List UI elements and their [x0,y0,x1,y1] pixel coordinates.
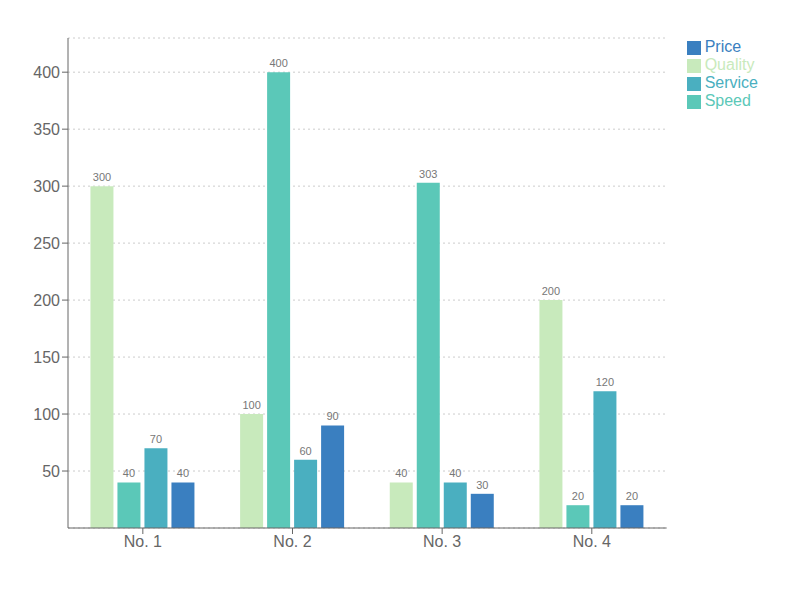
html-text:Quality: Quality [704,56,755,73]
html-text:Speed: Speed [704,92,751,109]
svg-text:303: 303 [419,168,437,180]
svg-text:200: 200 [33,292,60,309]
svg-text:120: 120 [596,376,614,388]
svg-text:400: 400 [269,57,287,69]
svg-text:70: 70 [150,433,162,445]
svg-text:100: 100 [33,406,60,423]
svg-text:200: 200 [542,285,560,297]
svg-text:60: 60 [299,445,311,457]
svg-text:250: 250 [33,235,60,252]
svg-text:300: 300 [33,178,60,195]
svg-text:100: 100 [242,399,260,411]
svg-text:150: 150 [33,349,60,366]
svg-text:40: 40 [395,467,407,479]
svg-text:20: 20 [572,490,584,502]
svg-text:No. 1: No. 1 [124,533,162,550]
svg-text:40: 40 [449,467,461,479]
svg-text:No. 2: No. 2 [273,533,311,550]
svg-text:40: 40 [177,467,189,479]
svg-text:400: 400 [33,64,60,81]
svg-text:No. 3: No. 3 [423,533,461,550]
svg-text:No. 4: No. 4 [573,533,611,550]
svg-text:300: 300 [93,171,111,183]
svg-text:90: 90 [326,410,338,422]
svg-text:50: 50 [42,463,60,480]
html-text:Service: Service [704,74,758,91]
svg-text:30: 30 [476,479,488,491]
svg-text:20: 20 [626,490,638,502]
svg-text:40: 40 [123,467,135,479]
html-text:Price: Price [704,38,742,55]
svg-text:350: 350 [33,121,60,138]
